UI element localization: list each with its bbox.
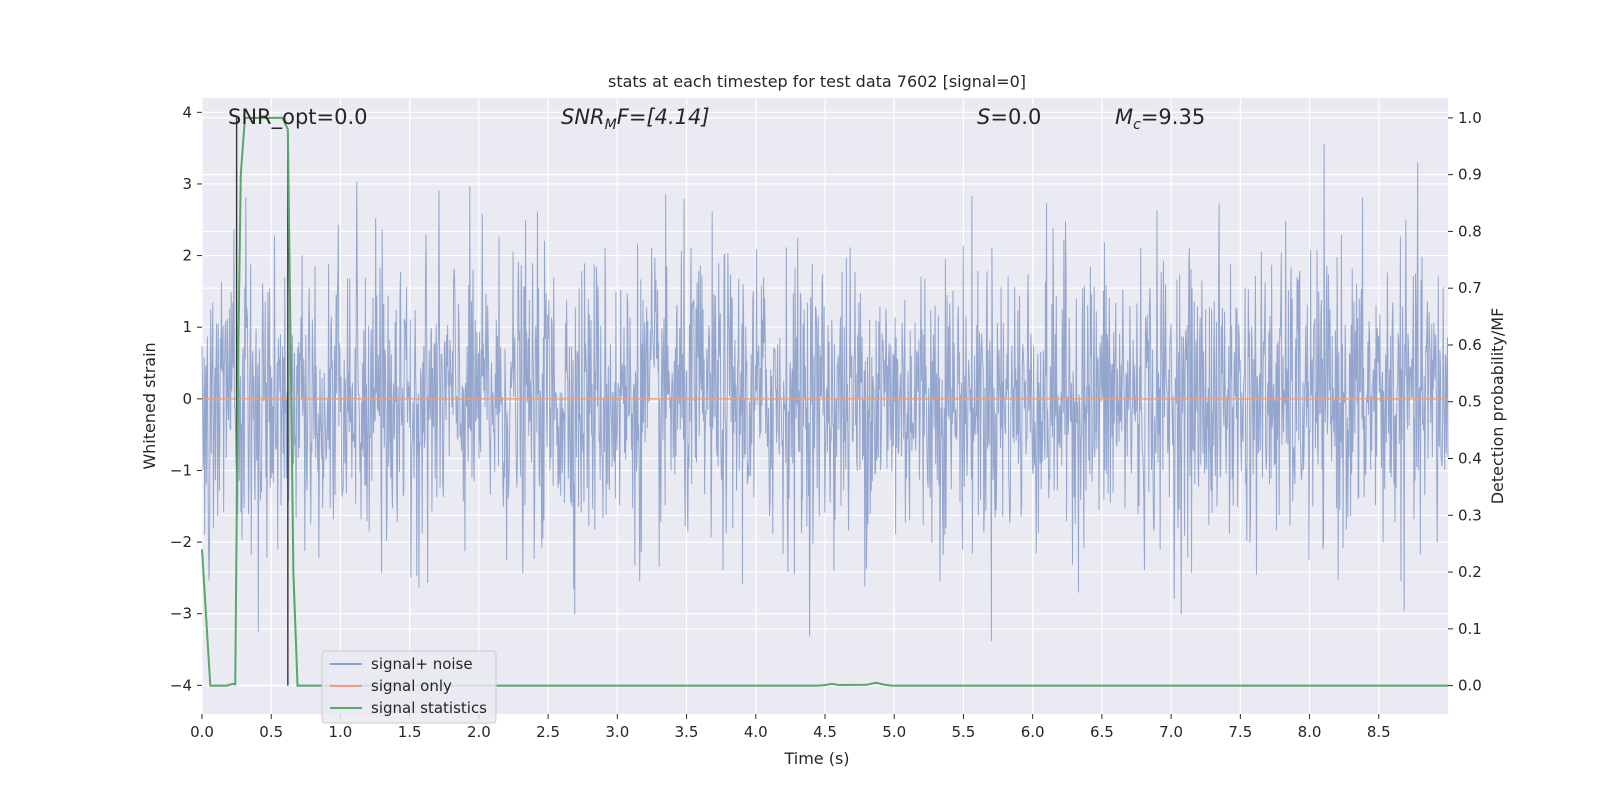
y-axis-label-left: Whitened strain xyxy=(140,342,159,469)
x-tick-label: 8.0 xyxy=(1298,723,1322,741)
legend-label-signal-statistics: signal statistics xyxy=(371,699,487,717)
y-tick-label-right: 0.2 xyxy=(1458,563,1482,581)
x-tick-label: 6.5 xyxy=(1090,723,1114,741)
y-tick-label-left: 1 xyxy=(182,318,192,336)
y-tick-label-right: 0.5 xyxy=(1458,393,1482,411)
y-tick-label-left: −4 xyxy=(170,676,192,694)
x-tick-label: 0.5 xyxy=(259,723,283,741)
mc-value: =9.35 xyxy=(1141,105,1205,129)
snr-mf-subscript: M xyxy=(605,117,617,133)
y-tick-label-right: 0.9 xyxy=(1458,166,1482,184)
x-axis-label: Time (s) xyxy=(783,749,849,768)
y-tick-label-left: −2 xyxy=(170,533,192,551)
y-tick-label-left: 4 xyxy=(182,103,192,121)
x-tick-label: 2.5 xyxy=(536,723,560,741)
y-tick-label-right: 0.1 xyxy=(1458,620,1482,638)
y-tick-label-left: −3 xyxy=(170,605,192,623)
snr-mf-value: F=[4.14] xyxy=(617,105,710,129)
x-tick-label: 3.5 xyxy=(675,723,699,741)
annotation-snr-opt: SNR_opt=0.0 xyxy=(228,105,368,130)
x-tick-label: 7.5 xyxy=(1228,723,1252,741)
y-tick-label-left: −1 xyxy=(170,461,192,479)
legend: signal+ noise signal only signal statist… xyxy=(321,650,497,724)
y-tick-label-right: 0.3 xyxy=(1458,506,1482,524)
y-tick-label-left: 0 xyxy=(182,390,192,408)
mc-symbol: M xyxy=(1115,105,1133,129)
x-tick-label: 2.0 xyxy=(467,723,491,741)
s-value: =0.0 xyxy=(990,105,1041,129)
annotation-snr-mf: SNRMF=[4.14] xyxy=(561,105,710,133)
y-axis-label-right: Detection probability/MF xyxy=(1488,308,1507,505)
x-tick-label: 5.5 xyxy=(952,723,976,741)
x-tick-label: 8.5 xyxy=(1367,723,1391,741)
y-tick-label-right: 0.4 xyxy=(1458,450,1482,468)
y-tick-label-right: 0.6 xyxy=(1458,336,1482,354)
series-signal-noise xyxy=(201,143,1449,642)
legend-label-signal-only: signal only xyxy=(371,677,452,695)
snr-mf-symbol: SNR xyxy=(561,105,605,129)
x-tick-label: 6.0 xyxy=(1021,723,1045,741)
legend-box xyxy=(321,650,497,724)
y-tick-label-left: 3 xyxy=(182,175,192,193)
noise-line xyxy=(201,143,1449,642)
y-tick-label-right: 0.0 xyxy=(1458,677,1482,695)
x-tick-label: 1.0 xyxy=(329,723,353,741)
chart-title: stats at each timestep for test data 760… xyxy=(608,72,1026,91)
y-tick-label-right: 1.0 xyxy=(1458,109,1482,127)
axis-ticks: 0.0 0.5 1.0 1.5 2.0 2.5 3.0 3.5 4.0 4.5 5.0 5.5 6.0 6… xyxy=(170,103,1482,741)
x-tick-label: 5.0 xyxy=(882,723,906,741)
x-tick-label: 0.0 xyxy=(190,723,214,741)
annotation-mc: Mc=9.35 xyxy=(1115,105,1205,133)
mc-subscript: c xyxy=(1133,117,1141,133)
x-tick-label: 1.5 xyxy=(398,723,422,741)
x-tick-label: 3.0 xyxy=(605,723,629,741)
s-symbol: S xyxy=(977,105,990,129)
legend-label-signal-noise: signal+ noise xyxy=(371,655,473,673)
y-tick-label-right: 0.7 xyxy=(1458,279,1482,297)
annotation-s: S=0.0 xyxy=(977,105,1041,129)
y-tick-label-left: 2 xyxy=(182,247,192,265)
grid xyxy=(201,98,1448,714)
y-tick-label-right: 0.8 xyxy=(1458,222,1482,240)
signal-statistics-line xyxy=(201,116,1448,687)
series-signal-statistics xyxy=(201,116,1448,687)
x-tick-label: 7.0 xyxy=(1159,723,1183,741)
x-tick-label: 4.0 xyxy=(744,723,768,741)
x-tick-label: 4.5 xyxy=(813,723,837,741)
